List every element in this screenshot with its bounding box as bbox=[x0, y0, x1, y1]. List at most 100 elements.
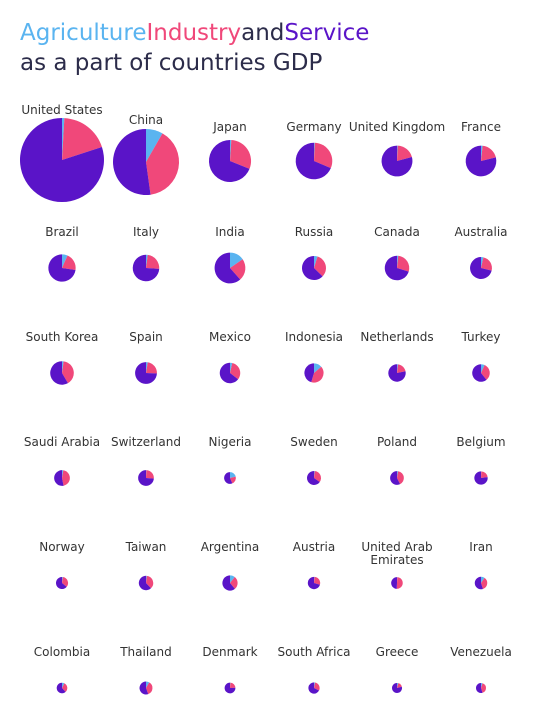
slice-colombia-service[interactable] bbox=[56, 682, 66, 694]
pie-brazil[interactable] bbox=[48, 254, 76, 282]
slice-australia-agriculture[interactable] bbox=[481, 257, 484, 268]
slice-netherlands-service[interactable] bbox=[388, 364, 406, 382]
slice-netherlands-industry[interactable] bbox=[397, 364, 406, 373]
slice-italy-service[interactable] bbox=[132, 254, 160, 282]
slice-brazil-industry[interactable] bbox=[62, 255, 76, 270]
pie-russia[interactable] bbox=[302, 256, 326, 280]
slice-thailand-agriculture[interactable] bbox=[146, 681, 150, 688]
slice-united-arab-emirates-industry[interactable] bbox=[396, 577, 403, 589]
slice-thailand-industry[interactable] bbox=[146, 682, 153, 695]
slice-south-africa-service[interactable] bbox=[308, 682, 320, 694]
slice-india-industry[interactable] bbox=[230, 259, 246, 280]
slice-germany-service[interactable] bbox=[295, 142, 331, 180]
slice-colombia-agriculture[interactable] bbox=[62, 682, 65, 688]
pie-italy[interactable] bbox=[132, 254, 160, 282]
slice-denmark-service[interactable] bbox=[224, 682, 236, 694]
pie-saudi-arabia[interactable] bbox=[54, 470, 70, 486]
slice-switzerland-industry[interactable] bbox=[146, 470, 154, 479]
pie-united-states[interactable] bbox=[19, 118, 104, 203]
pie-india[interactable] bbox=[214, 252, 246, 284]
pie-belgium[interactable] bbox=[474, 471, 488, 485]
pie-switzerland[interactable] bbox=[138, 470, 154, 486]
slice-mexico-industry[interactable] bbox=[230, 363, 241, 380]
slice-poland-service[interactable] bbox=[390, 471, 401, 485]
slice-south-korea-service[interactable] bbox=[50, 361, 68, 385]
slice-united-arab-emirates-service[interactable] bbox=[391, 577, 397, 589]
pie-japan[interactable] bbox=[208, 139, 252, 183]
slice-south-africa-agriculture[interactable] bbox=[314, 682, 315, 688]
slice-norway-industry[interactable] bbox=[62, 577, 69, 587]
slice-sweden-service[interactable] bbox=[306, 470, 320, 486]
pie-denmark[interactable] bbox=[224, 682, 236, 694]
slice-france-industry[interactable] bbox=[481, 145, 496, 161]
slice-germany-agriculture[interactable] bbox=[314, 142, 315, 161]
slice-canada-agriculture[interactable] bbox=[397, 255, 399, 268]
slice-poland-industry[interactable] bbox=[397, 471, 404, 485]
pie-turkey[interactable] bbox=[472, 364, 490, 382]
slice-turkey-service[interactable] bbox=[472, 364, 487, 382]
slice-germany-industry[interactable] bbox=[314, 142, 333, 169]
slice-australia-service[interactable] bbox=[470, 257, 492, 279]
pie-south-korea[interactable] bbox=[50, 361, 74, 385]
slice-greece-industry[interactable] bbox=[397, 683, 402, 688]
slice-venezuela-industry[interactable] bbox=[481, 683, 486, 693]
slice-colombia-industry[interactable] bbox=[62, 683, 68, 692]
slice-united-states-agriculture[interactable] bbox=[62, 118, 65, 160]
slice-italy-industry[interactable] bbox=[146, 254, 160, 269]
slice-italy-agriculture[interactable] bbox=[146, 254, 148, 268]
slice-russia-industry[interactable] bbox=[314, 256, 326, 277]
slice-saudi-arabia-industry[interactable] bbox=[62, 470, 70, 486]
pie-austria[interactable] bbox=[307, 576, 321, 590]
slice-saudi-arabia-service[interactable] bbox=[54, 470, 64, 486]
pie-colombia[interactable] bbox=[56, 682, 68, 694]
slice-argentina-agriculture[interactable] bbox=[230, 575, 235, 583]
pie-argentina[interactable] bbox=[222, 575, 238, 591]
slice-brazil-agriculture[interactable] bbox=[62, 254, 68, 268]
slice-indonesia-agriculture[interactable] bbox=[314, 363, 322, 373]
pie-iran[interactable] bbox=[474, 576, 488, 590]
slice-austria-service[interactable] bbox=[307, 576, 320, 590]
slice-greece-agriculture[interactable] bbox=[397, 683, 399, 688]
slice-south-korea-industry[interactable] bbox=[62, 361, 74, 384]
slice-norway-agriculture[interactable] bbox=[62, 576, 63, 583]
pie-united-arab-emirates[interactable] bbox=[391, 577, 403, 589]
slice-belgium-service[interactable] bbox=[474, 471, 488, 485]
pie-taiwan[interactable] bbox=[138, 575, 154, 591]
slice-turkey-industry[interactable] bbox=[481, 365, 490, 380]
slice-mexico-agriculture[interactable] bbox=[230, 362, 233, 373]
slice-spain-industry[interactable] bbox=[146, 362, 157, 374]
slice-india-service[interactable] bbox=[214, 252, 241, 284]
slice-nigeria-service[interactable] bbox=[224, 472, 233, 484]
slice-taiwan-agriculture[interactable] bbox=[146, 575, 147, 583]
pie-nigeria[interactable] bbox=[224, 472, 236, 484]
slice-indonesia-service[interactable] bbox=[304, 363, 314, 383]
pie-thailand[interactable] bbox=[139, 681, 153, 695]
pie-spain[interactable] bbox=[135, 362, 157, 384]
pie-germany[interactable] bbox=[295, 142, 333, 180]
pie-venezuela[interactable] bbox=[475, 683, 486, 693]
slice-greece-service[interactable] bbox=[391, 683, 402, 694]
slice-iran-service[interactable] bbox=[474, 576, 483, 590]
slice-japan-agriculture[interactable] bbox=[230, 139, 232, 161]
pie-mexico[interactable] bbox=[219, 362, 241, 384]
pie-netherlands[interactable] bbox=[388, 364, 406, 382]
slice-norway-service[interactable] bbox=[55, 576, 67, 590]
slice-austria-industry[interactable] bbox=[314, 576, 321, 585]
slice-spain-agriculture[interactable] bbox=[146, 362, 148, 373]
slice-venezuela-service[interactable] bbox=[475, 683, 483, 693]
slice-united-states-industry[interactable] bbox=[62, 118, 102, 160]
pie-sweden[interactable] bbox=[306, 470, 321, 486]
pie-canada[interactable] bbox=[384, 255, 410, 281]
slice-taiwan-industry[interactable] bbox=[146, 575, 154, 589]
slice-south-africa-industry[interactable] bbox=[314, 682, 320, 691]
slice-turkey-agriculture[interactable] bbox=[481, 364, 485, 373]
slice-thailand-service[interactable] bbox=[139, 681, 149, 695]
slice-denmark-industry[interactable] bbox=[230, 682, 236, 688]
slice-france-service[interactable] bbox=[465, 145, 497, 177]
pie-china[interactable] bbox=[113, 128, 180, 196]
slice-canada-industry[interactable] bbox=[397, 255, 410, 272]
slice-japan-industry[interactable] bbox=[230, 140, 252, 169]
slice-taiwan-service[interactable] bbox=[138, 575, 151, 591]
pie-norway[interactable] bbox=[55, 576, 69, 590]
slice-netherlands-agriculture[interactable] bbox=[397, 364, 398, 373]
